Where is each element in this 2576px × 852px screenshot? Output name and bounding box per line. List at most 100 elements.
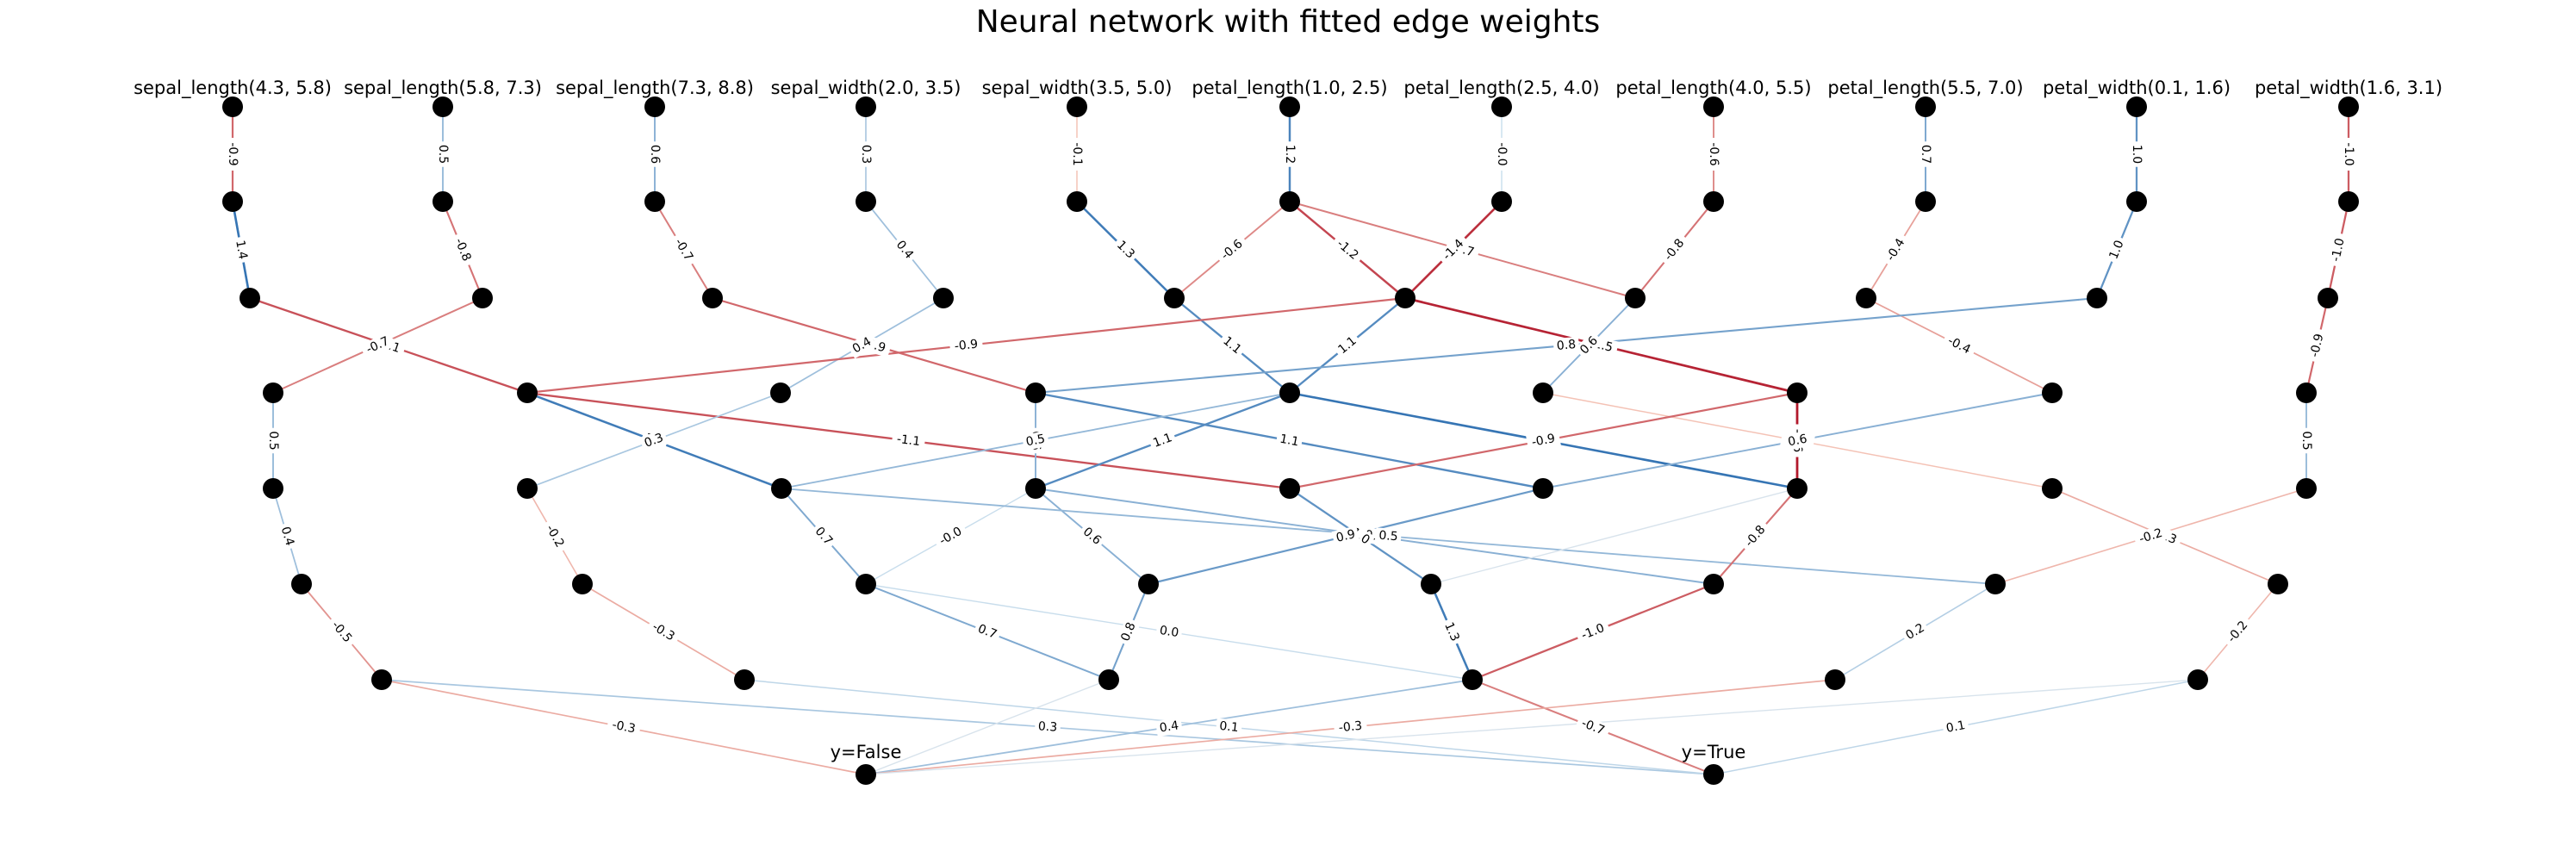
edge-weight-text: 0.3 xyxy=(859,145,873,164)
node-e2 xyxy=(856,574,876,594)
edge-weight-label-bg xyxy=(1526,430,1561,451)
edge-weight-label-bg xyxy=(1282,141,1297,167)
edge-weight-label-bg xyxy=(1155,717,1183,737)
edge-weight-label-bg xyxy=(1918,141,1933,167)
edge-weight-label: 1.3 xyxy=(1111,235,1141,264)
node-e6 xyxy=(1985,574,2006,594)
edge-f5-oF xyxy=(865,679,2199,775)
edge-weight-label: -0.2 xyxy=(2221,614,2255,650)
node-in4 xyxy=(1067,96,1087,117)
input-node-label: sepal_width(2.0, 3.5) xyxy=(771,78,961,99)
edge-weight-text: -0.2 xyxy=(2137,526,2164,546)
edge-weight-label: 1.3 xyxy=(1439,617,1465,647)
edge-weight-label: -0.3 xyxy=(1333,718,1368,737)
node-b6 xyxy=(1625,288,1646,308)
edge-weight-label: 0.1 xyxy=(1215,718,1243,737)
edge-weight-labels: -0.9 0.5 0.6 0.3 -0.1 1.2 -0.0 -0.6 0.7 1.0 -1.0 1.… xyxy=(225,138,2356,741)
node-a3 xyxy=(856,191,876,212)
node-a2 xyxy=(644,191,665,212)
edge-weight-label-bg xyxy=(1215,718,1243,737)
edge-weight-label-bg xyxy=(1900,619,1931,645)
edge-weight-label: -1.0 xyxy=(2341,138,2356,171)
edge-weight-label-bg xyxy=(1275,430,1304,451)
edge-weight-label: -0.8 xyxy=(449,232,476,268)
edge-weight-label: -0.8 xyxy=(1739,519,1772,554)
edge-weight-text: 0.8 xyxy=(1556,338,1577,353)
node-a5 xyxy=(1279,191,1300,212)
edge-weight-label: 0.4 xyxy=(1155,717,1183,737)
input-node-label: petal_length(5.5, 7.0) xyxy=(1827,78,2023,99)
edge-weight-label: -0.8 xyxy=(1658,232,1691,268)
edge-weight-text: -1.0 xyxy=(2342,142,2355,165)
edge-weight-label-bg xyxy=(890,234,919,265)
node-in0 xyxy=(222,96,243,117)
edge-weight-label-bg xyxy=(645,617,681,647)
edge-weight-label-bg xyxy=(225,138,240,171)
edge-weight-label: 1.1 xyxy=(1275,430,1304,451)
edge-weight-label-bg xyxy=(1783,430,1812,451)
output-node-label: y=False xyxy=(831,742,902,762)
input-node-label: petal_width(1.6, 3.1) xyxy=(2255,78,2442,99)
edge-weight-label: 0.4 xyxy=(890,234,919,265)
node-a6 xyxy=(1491,191,1512,212)
edge-weight-label: -0.3 xyxy=(645,617,681,647)
edge-weight-text: 0.5 xyxy=(1378,529,1398,544)
edge-weight-text: 1.4 xyxy=(233,239,250,261)
edge-weight-label: 0.8 xyxy=(1552,336,1580,355)
edge-weight-label-bg xyxy=(2327,232,2349,268)
edge-weight-text: -1.1 xyxy=(896,432,921,449)
edge-weight-label: -0.0 xyxy=(932,521,969,551)
edge-weight-label: 0.1 xyxy=(1941,717,1970,737)
edge-weight-label: -0.3 xyxy=(606,716,642,738)
node-b1 xyxy=(472,288,493,308)
edge-weight-label: 1.2 xyxy=(1282,141,1297,167)
edge-weight-text: 0.6 xyxy=(648,145,662,164)
edge-weight-label: 1.0 xyxy=(2105,234,2129,265)
node-b4 xyxy=(1164,288,1185,308)
edge-weight-text: -0.9 xyxy=(954,338,979,354)
edge-weight-label-bg xyxy=(1574,331,1604,360)
edge-weight-label: -0.7 xyxy=(669,232,699,268)
edge-weight-text: 0.4 xyxy=(1159,718,1180,735)
edge-weight-label-bg xyxy=(647,141,663,167)
node-c2 xyxy=(770,382,791,403)
node-c4 xyxy=(1279,382,1300,403)
edge-weight-label: 0.3 xyxy=(858,141,874,167)
edge-weight-label: -0.6 xyxy=(1214,233,1250,267)
edge-weight-label: 0.2 xyxy=(1900,619,1931,645)
edge-weight-label-bg xyxy=(1117,617,1141,647)
edge-weight-text: 0.5 xyxy=(266,431,280,450)
edge-weight-label-bg xyxy=(669,232,699,268)
node-a1 xyxy=(432,191,453,212)
edge-weight-text: -0.6 xyxy=(1707,142,1720,165)
diagram-title: Neural network with fitted edge weights xyxy=(976,4,1601,40)
node-e3 xyxy=(1138,574,1159,594)
edge-weight-label: 0.0 xyxy=(1155,622,1183,642)
edge-weight-label: -0.9 xyxy=(2305,327,2329,364)
edge-weight-label-bg xyxy=(891,431,926,451)
edge-weight-label-bg xyxy=(1155,622,1183,642)
node-e0 xyxy=(291,574,312,594)
edge-weight-label-bg xyxy=(2129,141,2144,167)
edge-weight-text: -0.1 xyxy=(1070,142,1084,165)
edge-weight-label-bg xyxy=(858,141,874,167)
edge-weight-label-bg xyxy=(1034,718,1061,737)
edge-weight-label: 0.6 xyxy=(1077,522,1107,550)
edge-weight-label-bg xyxy=(1214,233,1250,267)
edge-weight-label: -0.9 xyxy=(1526,430,1561,451)
edge-weight-label: 0.7 xyxy=(1918,141,1933,167)
node-b7 xyxy=(1856,288,1876,308)
edge-weight-label-bg xyxy=(1077,522,1107,550)
edge-weight-label-bg xyxy=(1148,428,1178,453)
edge-weight-label-bg xyxy=(435,141,451,167)
edge-weight-label-bg xyxy=(1552,336,1580,355)
edge-weight-text: 0.1 xyxy=(1219,719,1240,735)
node-d2 xyxy=(1025,478,1046,499)
edge-weight-label: 1.1 xyxy=(1216,331,1248,360)
node-in1 xyxy=(432,96,453,117)
input-node-label: petal_length(4.0, 5.5) xyxy=(1615,78,1811,99)
edge-weight-text: 0.5 xyxy=(1025,432,1047,450)
edge-weight-label-bg xyxy=(1706,138,1721,171)
node-b9 xyxy=(2318,288,2338,308)
edge-weight-text: 0.8 xyxy=(1118,620,1138,644)
